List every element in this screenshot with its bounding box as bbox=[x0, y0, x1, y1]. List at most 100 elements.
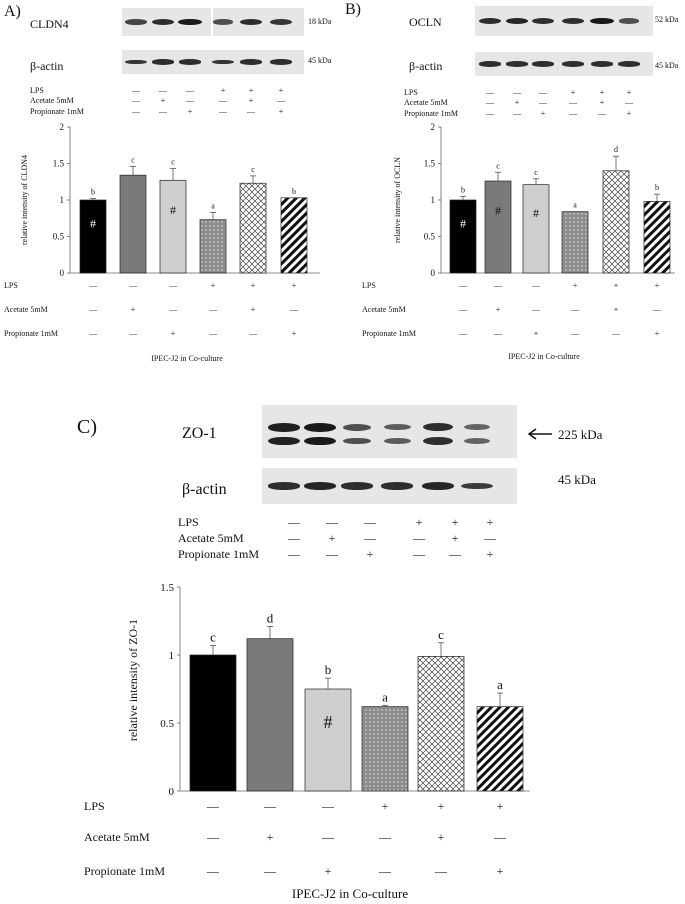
hash-mark: # bbox=[90, 217, 96, 231]
blot-band bbox=[422, 423, 454, 432]
blot-band bbox=[461, 482, 493, 490]
blot-band bbox=[343, 423, 371, 431]
treatment-label: Acetate 5mM bbox=[362, 305, 406, 314]
y-tick-label: 0 bbox=[431, 268, 436, 278]
treatment-sign: — bbox=[493, 281, 503, 290]
blot-band bbox=[505, 61, 529, 67]
blot-band bbox=[125, 59, 147, 65]
treatment-label: LPS bbox=[178, 515, 199, 529]
y-tick-label: 1.5 bbox=[424, 159, 436, 169]
treatment-sign: — bbox=[158, 86, 168, 95]
treatment-sign: — bbox=[128, 329, 138, 338]
treatment-sign: — bbox=[485, 109, 495, 118]
treatment-sign: + bbox=[438, 799, 445, 813]
treatment-sign: — bbox=[485, 88, 495, 97]
treatment-label: LPS bbox=[362, 281, 376, 290]
treatment-sign: — bbox=[287, 531, 301, 545]
blot-band bbox=[463, 424, 491, 431]
treatment-sign: + bbox=[497, 799, 504, 813]
y-axis-label: relative intensity of CLDN4 bbox=[20, 155, 29, 245]
actin-blot-image bbox=[262, 468, 517, 504]
treatment-sign: — bbox=[263, 864, 277, 878]
kda-label-c: 225 kDa bbox=[558, 427, 603, 442]
treatment-sign: — bbox=[206, 830, 220, 844]
significance-letter: c bbox=[171, 158, 175, 167]
treatment-sign: + bbox=[573, 281, 578, 290]
bar-solid-lightgray bbox=[159, 179, 187, 274]
blot-band bbox=[125, 19, 147, 25]
y-tick-label: 0 bbox=[169, 786, 175, 798]
treatment-sign: + bbox=[249, 96, 254, 105]
treatment-sign: + bbox=[171, 329, 176, 338]
bar-diagonal-stripes bbox=[643, 201, 671, 274]
treatment-sign: + bbox=[571, 88, 576, 97]
treatment-sign: — bbox=[458, 329, 468, 338]
treatment-sign: — bbox=[597, 109, 607, 118]
hash-mark: # bbox=[460, 217, 466, 231]
y-axis-label: relative intensity of ZO-1 bbox=[126, 619, 140, 741]
arrow-icon bbox=[527, 428, 552, 440]
actin-label-c: β-actin bbox=[182, 481, 227, 498]
treatment-sign: + bbox=[534, 329, 539, 338]
treatment-sign: — bbox=[570, 305, 580, 314]
blot-band bbox=[340, 482, 374, 490]
treatment-sign: — bbox=[652, 305, 662, 314]
treatment-sign: + bbox=[614, 281, 619, 290]
treatment-sign: + bbox=[325, 864, 332, 878]
treatment-label: Acetate 5mM bbox=[30, 96, 74, 105]
blot-band bbox=[343, 437, 371, 445]
treatment-sign: — bbox=[206, 864, 220, 878]
treatment-sign: — bbox=[218, 96, 228, 105]
hash-mark: # bbox=[533, 206, 539, 220]
treatment-sign: — bbox=[512, 88, 522, 97]
treatment-sign: — bbox=[412, 531, 426, 545]
treatment-label: Propionate 1mM bbox=[4, 329, 58, 338]
significance-letter: c bbox=[534, 168, 538, 177]
treatment-sign: + bbox=[251, 281, 256, 290]
y-tick-label: 1 bbox=[60, 195, 65, 205]
blot-band bbox=[505, 17, 529, 25]
treatment-sign: + bbox=[382, 799, 389, 813]
treatment-sign: — bbox=[568, 98, 578, 107]
treatment-sign: + bbox=[487, 515, 494, 529]
significance-letter: c bbox=[251, 165, 255, 174]
treatment-sign: — bbox=[287, 515, 301, 529]
hash-mark: # bbox=[170, 203, 176, 217]
treatment-sign: — bbox=[363, 531, 377, 545]
y-axis-label: relative intensity of OCLN bbox=[393, 157, 402, 243]
actin-label-b: β-actin bbox=[409, 59, 442, 73]
actin-kda-label-a: 45 kDa bbox=[308, 56, 332, 65]
target-blot-image bbox=[262, 405, 517, 458]
blot-band bbox=[268, 422, 300, 432]
treatment-sign: + bbox=[541, 109, 546, 118]
bar-dotted-gray bbox=[361, 706, 409, 792]
protein-label-c: ZO-1 bbox=[182, 425, 217, 442]
treatment-sign: — bbox=[568, 109, 578, 118]
y-tick-label: 1 bbox=[431, 195, 436, 205]
bar-dotted-gray bbox=[561, 211, 589, 274]
treatment-sign: — bbox=[168, 281, 178, 290]
significance-letter: b bbox=[91, 188, 95, 197]
blot-band bbox=[212, 59, 234, 65]
y-tick-label: 0 bbox=[60, 268, 65, 278]
actin-blot-image bbox=[122, 50, 304, 74]
treatment-sign: — bbox=[88, 305, 98, 314]
blot-band bbox=[239, 59, 263, 65]
blot-band bbox=[380, 482, 414, 490]
treatment-sign: + bbox=[221, 86, 226, 95]
blot-band bbox=[151, 59, 175, 65]
x-axis-label: IPEC-J2 in Co-culture bbox=[292, 886, 408, 901]
treatment-sign: — bbox=[158, 107, 168, 116]
treatment-label: LPS bbox=[30, 86, 44, 95]
treatment-label: Acetate 5mM bbox=[404, 98, 448, 107]
x-axis-label: IPEC-J2 in Co-culture bbox=[151, 354, 223, 363]
blot-band bbox=[422, 437, 454, 446]
significance-letter: a bbox=[211, 201, 215, 210]
treatment-sign: + bbox=[614, 305, 619, 314]
x-axis-label: IPEC-J2 in Co-culture bbox=[508, 352, 580, 361]
blot-band bbox=[463, 437, 491, 445]
hash-mark: # bbox=[324, 712, 333, 732]
blot-band bbox=[304, 436, 336, 446]
treatment-sign: + bbox=[487, 547, 494, 561]
bar-solid-black bbox=[189, 654, 237, 792]
